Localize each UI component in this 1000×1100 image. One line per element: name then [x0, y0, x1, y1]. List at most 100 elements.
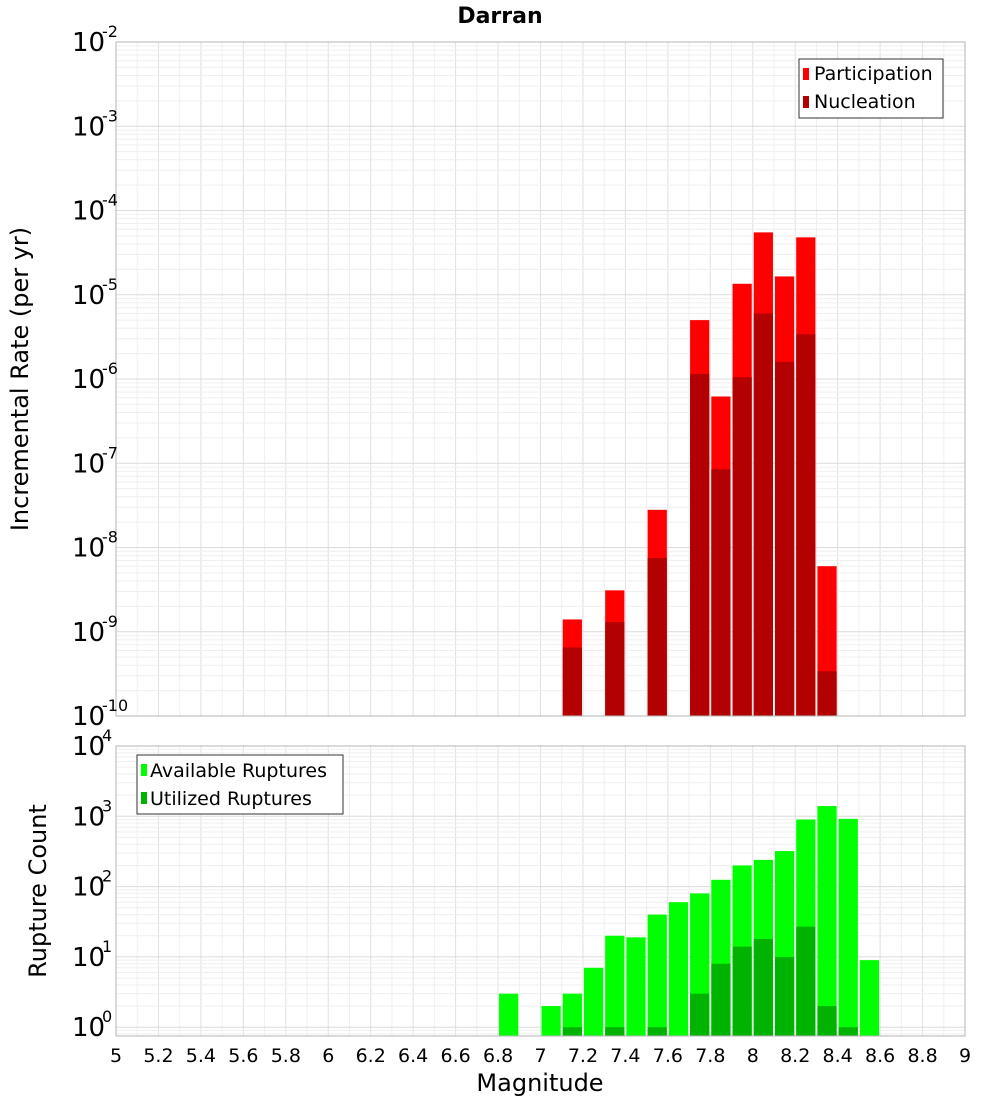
top-plot-y-axis-label: Incremental Rate (per yr): [6, 227, 34, 531]
x-tick-label: 5.8: [271, 1045, 301, 1067]
bar-available-ruptures: [583, 967, 604, 1036]
bar-nucleation: [774, 361, 795, 716]
x-tick-label: 6.4: [398, 1045, 428, 1067]
y-tick-label-base: 10: [72, 112, 105, 142]
bar-nucleation: [690, 373, 710, 716]
bar-nucleation: [647, 558, 667, 716]
bar-available-ruptures: [541, 1006, 561, 1036]
bottom-plot-y-axis-label: Rupture Count: [24, 804, 52, 978]
bar-nucleation: [817, 671, 837, 716]
bar-utilized-ruptures: [774, 956, 795, 1036]
x-tick-label: 5.6: [228, 1045, 258, 1067]
bar-utilized-ruptures: [732, 946, 752, 1036]
x-tick-label: 7.8: [695, 1045, 725, 1067]
bar-nucleation: [753, 313, 773, 716]
y-tick-label-exponent: -2: [102, 22, 118, 41]
legend-label-utilized-ruptures: Utilized Ruptures: [150, 788, 312, 810]
bar-utilized-ruptures: [838, 1027, 858, 1036]
x-tick-label: 9: [959, 1045, 971, 1067]
chart-title: Darran: [457, 4, 542, 29]
bar-utilized-ruptures: [753, 938, 773, 1036]
y-tick-label-base: 10: [72, 618, 105, 648]
y-tick-label-exponent: -8: [102, 528, 118, 547]
y-tick-label-base: 10: [72, 943, 105, 973]
bottom-plot-frame: [115, 745, 966, 1037]
y-tick-label-exponent: -4: [102, 191, 118, 210]
y-tick-label-base: 10: [72, 873, 105, 903]
bar-available-ruptures: [499, 993, 519, 1036]
legend-label-participation: Participation: [814, 63, 933, 85]
x-axis-label: Magnitude: [476, 1069, 603, 1097]
legend-swatch-available-ruptures: [141, 764, 147, 776]
y-tick-label-exponent: 2: [102, 867, 112, 886]
y-tick-label-base: 10: [72, 449, 105, 479]
x-tick-labels: 5 5.2 5.4 5.6 5.8 6 6.2 6.4 6.6 6.8 7 7.2 7.4 7.6 7.8 8…: [110, 1045, 971, 1067]
bar-utilized-ruptures: [647, 1027, 667, 1036]
y-tick-label-exponent: -3: [102, 106, 118, 125]
bar-nucleation: [732, 377, 752, 716]
x-tick-label: 7.4: [610, 1045, 640, 1067]
bar-available-ruptures: [668, 902, 689, 1036]
y-tick-label-base: 10: [72, 365, 105, 395]
y-tick-label-base: 10: [72, 28, 105, 58]
legend-label-nucleation: Nucleation: [814, 91, 916, 113]
bar-nucleation: [796, 334, 816, 716]
bar-available-ruptures: [838, 818, 858, 1036]
y-tick-label-base: 10: [72, 802, 105, 832]
bottom-legend-frame: [136, 754, 344, 815]
bar-utilized-ruptures: [605, 1027, 625, 1036]
y-tick-label-exponent: 4: [102, 726, 112, 745]
y-tick-label-exponent: -7: [102, 443, 118, 462]
y-tick-label-base: 10: [72, 281, 105, 311]
top-legend-frame: [798, 58, 944, 119]
x-tick-label: 7.2: [568, 1045, 598, 1067]
top-plot-legend: Participation Nucleation: [798, 58, 944, 119]
y-tick-label-exponent: 3: [102, 796, 112, 815]
legend-swatch-participation: [803, 68, 809, 80]
legend-swatch-nucleation: [803, 96, 809, 108]
bar-available-ruptures: [605, 935, 625, 1036]
y-tick-label-exponent: -5: [102, 275, 118, 294]
x-tick-label: 5.2: [143, 1045, 173, 1067]
top-plot-frame: [115, 41, 966, 717]
x-tick-label: 6.8: [483, 1045, 513, 1067]
y-tick-label-base: 10: [72, 1013, 105, 1043]
y-tick-label-base: 10: [72, 197, 105, 227]
bar-nucleation: [711, 469, 731, 716]
x-tick-label: 8.4: [823, 1045, 853, 1067]
x-tick-label: 6: [322, 1045, 334, 1067]
legend-swatch-utilized-ruptures: [141, 792, 147, 804]
y-tick-label-exponent: 0: [102, 1007, 112, 1026]
bar-utilized-ruptures: [817, 1006, 837, 1036]
y-tick-label-base: 10: [72, 702, 105, 732]
y-tick-label-exponent: -10: [102, 696, 128, 715]
bar-available-ruptures: [859, 960, 880, 1036]
x-tick-label: 8.8: [907, 1045, 937, 1067]
bar-available-ruptures: [626, 937, 646, 1036]
x-tick-label: 8.2: [780, 1045, 810, 1067]
y-tick-label-exponent: -9: [102, 612, 118, 631]
x-tick-label: 8.6: [865, 1045, 895, 1067]
y-tick-label-exponent: 1: [102, 937, 112, 956]
top-plot-gridlines: [115, 41, 966, 717]
legend-label-available-ruptures: Available Ruptures: [150, 760, 327, 782]
bar-nucleation: [605, 622, 625, 716]
bottom-plot-legend: Available Ruptures Utilized Ruptures: [136, 754, 344, 815]
x-tick-label: 6.6: [440, 1045, 470, 1067]
bar-available-ruptures: [817, 806, 837, 1036]
x-tick-label: 7.6: [653, 1045, 683, 1067]
x-tick-label: 7: [534, 1045, 546, 1067]
bar-utilized-ruptures: [711, 963, 731, 1036]
y-tick-label-base: 10: [72, 732, 105, 762]
bar-available-ruptures: [562, 993, 582, 1036]
bar-nucleation: [562, 647, 582, 716]
top-plot-bars: [562, 232, 837, 717]
y-tick-label-exponent: -6: [102, 359, 118, 378]
bar-utilized-ruptures: [796, 926, 816, 1036]
x-tick-label: 8: [747, 1045, 759, 1067]
bottom-plot-bars: [499, 806, 880, 1036]
x-tick-label: 5: [110, 1045, 122, 1067]
